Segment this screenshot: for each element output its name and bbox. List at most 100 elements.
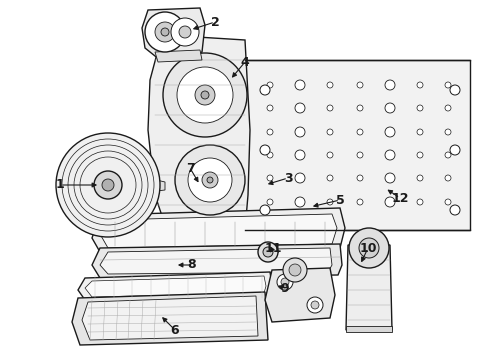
Circle shape bbox=[357, 175, 363, 181]
Circle shape bbox=[289, 264, 301, 276]
Circle shape bbox=[202, 172, 218, 188]
Text: 6: 6 bbox=[171, 324, 179, 337]
Circle shape bbox=[260, 85, 270, 95]
Circle shape bbox=[359, 238, 379, 258]
Circle shape bbox=[327, 152, 333, 158]
Circle shape bbox=[417, 129, 423, 135]
Circle shape bbox=[357, 199, 363, 205]
Circle shape bbox=[417, 199, 423, 205]
Circle shape bbox=[385, 103, 395, 113]
Circle shape bbox=[267, 129, 273, 135]
Circle shape bbox=[283, 258, 307, 282]
Circle shape bbox=[385, 127, 395, 137]
Circle shape bbox=[311, 301, 319, 309]
Circle shape bbox=[385, 173, 395, 183]
Polygon shape bbox=[346, 245, 392, 330]
Circle shape bbox=[163, 53, 247, 137]
Circle shape bbox=[177, 67, 233, 123]
Circle shape bbox=[102, 179, 114, 191]
Text: 1: 1 bbox=[56, 179, 64, 192]
Circle shape bbox=[267, 105, 273, 111]
Polygon shape bbox=[82, 296, 258, 340]
Circle shape bbox=[195, 85, 215, 105]
Circle shape bbox=[327, 199, 333, 205]
Circle shape bbox=[385, 150, 395, 160]
Circle shape bbox=[450, 145, 460, 155]
Polygon shape bbox=[100, 248, 332, 274]
Circle shape bbox=[417, 152, 423, 158]
Circle shape bbox=[445, 199, 451, 205]
Circle shape bbox=[179, 26, 191, 38]
Circle shape bbox=[267, 175, 273, 181]
Circle shape bbox=[327, 129, 333, 135]
Circle shape bbox=[145, 12, 185, 52]
Polygon shape bbox=[148, 178, 165, 192]
Circle shape bbox=[357, 105, 363, 111]
Circle shape bbox=[445, 105, 451, 111]
Circle shape bbox=[295, 173, 305, 183]
Circle shape bbox=[161, 28, 169, 36]
Polygon shape bbox=[85, 276, 266, 297]
Circle shape bbox=[295, 150, 305, 160]
Polygon shape bbox=[265, 268, 335, 322]
Circle shape bbox=[260, 145, 270, 155]
Text: 2: 2 bbox=[211, 15, 220, 28]
Circle shape bbox=[327, 175, 333, 181]
Text: 10: 10 bbox=[359, 242, 377, 255]
Circle shape bbox=[450, 85, 460, 95]
Polygon shape bbox=[155, 50, 202, 62]
Polygon shape bbox=[148, 35, 250, 230]
Circle shape bbox=[327, 105, 333, 111]
Circle shape bbox=[260, 205, 270, 215]
Circle shape bbox=[56, 133, 160, 237]
Circle shape bbox=[295, 127, 305, 137]
Circle shape bbox=[281, 278, 289, 286]
Text: 7: 7 bbox=[186, 162, 195, 175]
Polygon shape bbox=[92, 244, 342, 278]
Polygon shape bbox=[100, 214, 337, 248]
Circle shape bbox=[357, 152, 363, 158]
Circle shape bbox=[417, 105, 423, 111]
Circle shape bbox=[445, 152, 451, 158]
Circle shape bbox=[258, 242, 278, 262]
Circle shape bbox=[349, 228, 389, 268]
Circle shape bbox=[175, 145, 245, 215]
Circle shape bbox=[385, 80, 395, 90]
Circle shape bbox=[357, 129, 363, 135]
Circle shape bbox=[267, 152, 273, 158]
Text: 4: 4 bbox=[241, 55, 249, 68]
Circle shape bbox=[307, 297, 323, 313]
Circle shape bbox=[327, 82, 333, 88]
Text: 11: 11 bbox=[264, 242, 282, 255]
Circle shape bbox=[417, 175, 423, 181]
Circle shape bbox=[263, 247, 273, 257]
Circle shape bbox=[295, 103, 305, 113]
Text: 8: 8 bbox=[188, 258, 196, 271]
Polygon shape bbox=[346, 326, 392, 332]
Circle shape bbox=[94, 171, 122, 199]
Circle shape bbox=[295, 80, 305, 90]
Circle shape bbox=[155, 22, 175, 42]
Circle shape bbox=[450, 205, 460, 215]
Text: 5: 5 bbox=[336, 194, 344, 207]
Circle shape bbox=[417, 82, 423, 88]
Text: 3: 3 bbox=[284, 171, 293, 184]
Polygon shape bbox=[142, 8, 205, 60]
Circle shape bbox=[267, 199, 273, 205]
Circle shape bbox=[207, 177, 213, 183]
Circle shape bbox=[201, 91, 209, 99]
Circle shape bbox=[171, 18, 199, 46]
Circle shape bbox=[188, 158, 232, 202]
Circle shape bbox=[445, 175, 451, 181]
Circle shape bbox=[295, 197, 305, 207]
Polygon shape bbox=[78, 272, 272, 300]
Text: 12: 12 bbox=[391, 192, 409, 204]
Circle shape bbox=[267, 82, 273, 88]
Circle shape bbox=[357, 82, 363, 88]
Text: 9: 9 bbox=[281, 282, 289, 294]
Circle shape bbox=[385, 197, 395, 207]
Polygon shape bbox=[72, 292, 268, 345]
Circle shape bbox=[445, 82, 451, 88]
Circle shape bbox=[277, 274, 293, 290]
Circle shape bbox=[445, 129, 451, 135]
